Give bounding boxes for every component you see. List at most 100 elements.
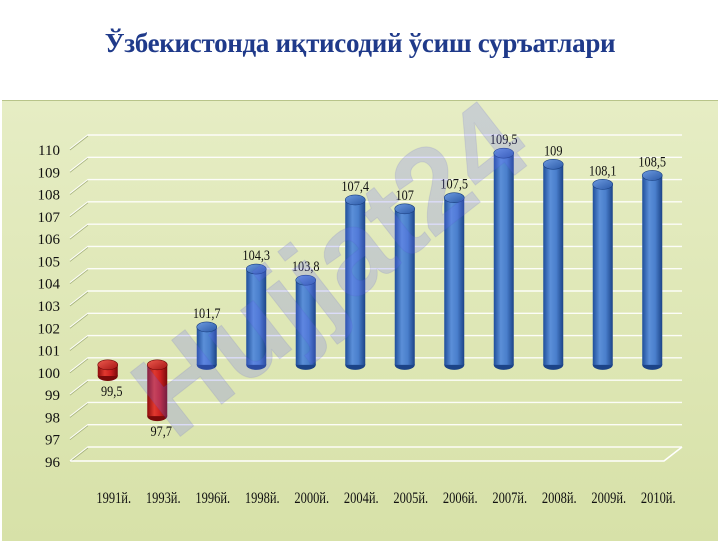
bar-body <box>493 153 514 365</box>
gridline-shadow <box>69 247 89 262</box>
gridline <box>69 334 682 351</box>
data-label: 108,1 <box>589 162 617 178</box>
bar-body <box>97 364 118 376</box>
bar-growth <box>196 321 218 370</box>
y-tick-label: 106 <box>38 232 61 248</box>
y-axis-ticks: 96 97 98 99 100 101 102 103 104 105 106 107 108 109 11… <box>38 143 61 471</box>
data-label: 103,8 <box>292 258 320 274</box>
y-tick-label: 99 <box>45 388 60 404</box>
gridline <box>69 312 682 328</box>
x-tick-label: 2000й. <box>294 490 329 508</box>
slide-title: Ўзбекистонда иқтисодий ўсиш суръатлари <box>104 28 616 58</box>
data-label: 101,7 <box>193 305 221 321</box>
y-tick-label: 105 <box>38 254 61 270</box>
y-tick-label: 100 <box>38 366 61 382</box>
x-tick-label: 2007й. <box>492 490 527 508</box>
gridline <box>69 357 682 373</box>
bar-cap <box>641 170 663 181</box>
x-tick-label: 2004й. <box>344 490 379 508</box>
bar-body <box>592 184 613 365</box>
gridline-shadow <box>69 447 89 463</box>
gridline-shadow <box>69 313 89 329</box>
y-tick-label: 108 <box>38 188 61 204</box>
x-tick-label: 1991й. <box>96 490 131 508</box>
y-tick-label: 109 <box>38 165 61 181</box>
bar-decline <box>146 359 168 422</box>
bar-cap <box>542 158 564 170</box>
bar-body <box>295 280 316 365</box>
gridline <box>69 401 682 417</box>
data-label: 97,7 <box>150 423 172 439</box>
gridline-shadow <box>69 157 89 173</box>
gridline-shadow <box>69 358 89 374</box>
bar-body <box>394 208 415 365</box>
bar-body <box>444 197 465 365</box>
bar-cap <box>245 263 267 275</box>
bar-cap <box>493 147 515 159</box>
x-tick-label: 1996й. <box>195 490 230 508</box>
bar-cap <box>146 359 168 371</box>
chart-panel: 96 97 98 99 100 101 102 103 104 105 106 107 108 109 11… <box>2 100 718 541</box>
bar-growth <box>344 194 366 370</box>
gridline <box>69 223 682 239</box>
data-label: 107 <box>396 187 415 203</box>
data-label: 107,4 <box>341 178 369 194</box>
bar-cap <box>394 203 416 215</box>
bar-body <box>642 175 663 365</box>
y-tick-label: 110 <box>38 143 60 159</box>
bars <box>97 147 663 422</box>
x-tick-label: 2009й. <box>591 490 626 508</box>
bar-body <box>196 326 217 365</box>
x-tick-label: 2005й. <box>393 490 428 508</box>
gridline <box>69 379 682 395</box>
bar-growth <box>592 179 614 370</box>
gridline <box>69 290 682 306</box>
gridline-shadow <box>69 291 89 307</box>
y-tick-label: 103 <box>38 299 61 315</box>
gridline <box>69 245 682 261</box>
bar-cap <box>196 321 218 333</box>
bar-growth <box>394 203 416 370</box>
gridline-shadow <box>69 403 89 418</box>
gridline <box>69 134 682 150</box>
bar-body <box>345 199 366 365</box>
floor-edge <box>70 446 683 462</box>
bar-body <box>246 269 267 365</box>
bar-body <box>543 164 564 365</box>
gridline <box>69 178 682 195</box>
data-label: 109,5 <box>490 131 518 147</box>
bar-decline <box>97 359 119 381</box>
data-label: 104,3 <box>242 247 270 263</box>
x-tick-label: 1998й. <box>245 490 280 508</box>
gridline-shadow <box>69 135 89 151</box>
x-tick-label: 2010й. <box>641 490 676 508</box>
y-tick-label: 97 <box>45 433 61 449</box>
bar-growth <box>443 192 465 370</box>
bar-cap <box>344 194 366 206</box>
bar-growth <box>245 263 267 370</box>
data-labels: 99,5 97,7 101,7 104,3 103,8 107,4 107 107,5 109,… <box>101 131 666 439</box>
bar-growth <box>493 147 515 370</box>
gridline-shadow <box>69 269 89 285</box>
gridline-shadow <box>69 224 89 240</box>
gridline <box>69 156 682 172</box>
y-tick-label: 101 <box>38 344 61 360</box>
y-tick-label: 104 <box>38 277 61 293</box>
y-tick-label: 98 <box>45 410 60 426</box>
gridline <box>69 446 682 462</box>
bar-growth <box>295 274 317 370</box>
x-tick-label: 2008й. <box>542 490 577 508</box>
bar-cap <box>592 179 614 190</box>
x-tick-label: 2006й. <box>443 490 478 508</box>
gridline-shadow <box>69 180 89 195</box>
bar-cap <box>443 192 465 204</box>
bar-cap <box>97 359 119 371</box>
bar-growth <box>542 158 564 370</box>
gridline <box>69 424 682 440</box>
data-label: 99,5 <box>101 383 123 399</box>
bar-chart: 96 97 98 99 100 101 102 103 104 105 106 107 108 109 11… <box>38 131 683 508</box>
y-tick-label: 96 <box>45 455 61 471</box>
x-axis-ticks: 1991й. 1993й. 1996й. 1998й. 2000й. 2004й. 2005… <box>96 490 675 508</box>
gridline-shadow <box>69 380 89 396</box>
y-tick-label: 107 <box>38 210 61 226</box>
